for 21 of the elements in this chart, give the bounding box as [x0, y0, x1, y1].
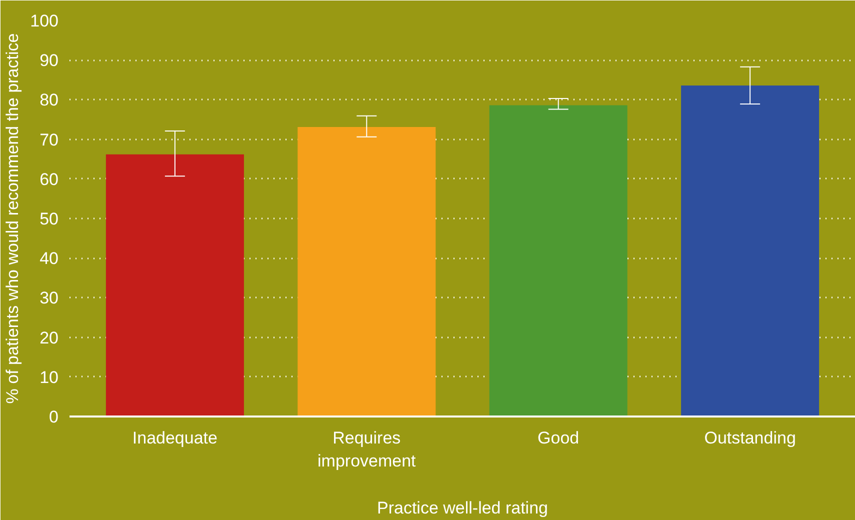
y-tick-label: 100: [30, 12, 59, 30]
y-tick-label: 10: [40, 368, 59, 387]
y-tick-label: 20: [40, 328, 59, 348]
x-tick-label: Inadequate: [132, 428, 218, 448]
bar: [489, 105, 628, 416]
y-tick-label: 90: [40, 51, 59, 70]
y-tick-label: 0: [49, 408, 59, 426]
bar: [106, 154, 244, 416]
y-tick-label: 30: [40, 288, 59, 308]
bar: [681, 85, 820, 416]
y-tick-label: 40: [40, 249, 59, 268]
y-tick-label: 80: [40, 90, 59, 110]
y-tick-label: 50: [40, 210, 59, 228]
x-tick-label: Good: [538, 428, 580, 448]
y-tick-label: 60: [40, 170, 59, 189]
x-tick-label: Outstanding: [704, 428, 796, 448]
y-tick-label: 70: [40, 130, 59, 150]
x-tick-label: Requires improvement: [318, 428, 416, 470]
x-axis-title: Practice well-led rating: [376, 498, 548, 518]
bar: [298, 127, 436, 416]
y-axis-title: % of patients who would recommend the practice: [3, 33, 22, 404]
